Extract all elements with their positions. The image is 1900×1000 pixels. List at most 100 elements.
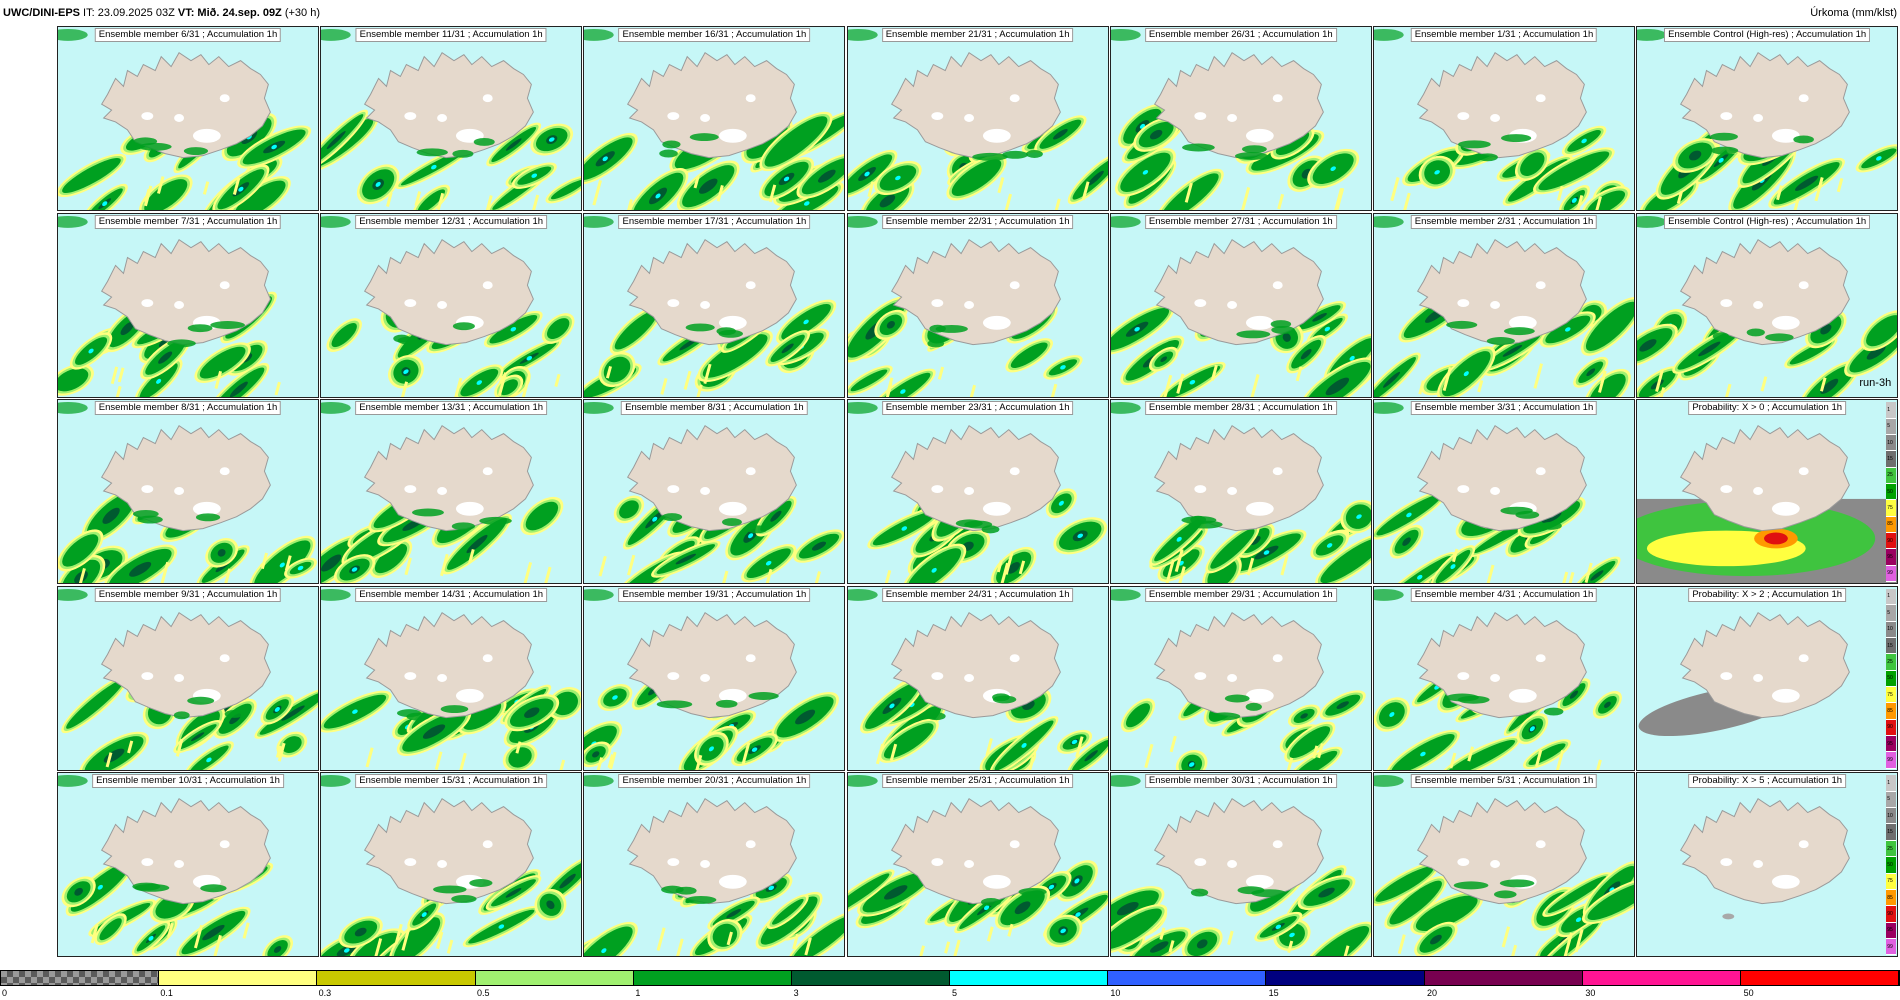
map-panel: Ensemble member 15/31 ; Accumulation 1h — [320, 772, 583, 958]
iceland-landmass — [1680, 425, 1851, 532]
probability-scale-step: 5 — [1886, 791, 1897, 809]
legend-label: 20 — [1427, 988, 1438, 998]
legend-label: 0.3 — [318, 988, 332, 998]
probability-scale-label: 50 — [1887, 861, 1893, 868]
legend-label: 3 — [793, 988, 799, 998]
panel-title: Probability: X > 5 ; Accumulation 1h — [1688, 774, 1847, 789]
precipitation-map — [1637, 27, 1898, 210]
precipitation-map — [847, 213, 1108, 397]
panel-title: Ensemble member 3/31 ; Accumulation 1h — [1410, 401, 1598, 416]
panel-title: Ensemble member 10/31 ; Accumulation 1h — [92, 774, 284, 789]
panel-title: Ensemble member 7/31 ; Accumulation 1h — [94, 214, 282, 229]
iceland-landmass — [1153, 52, 1324, 159]
probability-scale-step: 1 — [1886, 588, 1897, 606]
legend-below-threshold-swatch — [1, 971, 160, 985]
panel-title: Ensemble member 16/31 ; Accumulation 1h — [618, 28, 811, 42]
map-panel: Ensemble member 2/31 ; Accumulation 1h — [1373, 212, 1635, 398]
panel-title: Ensemble member 11/31 ; Accumulation 1h — [355, 28, 547, 42]
panel-title: Ensemble member 8/31 ; Accumulation 1h — [94, 401, 282, 416]
probability-scale-step: 75 — [1886, 500, 1897, 517]
precipitation-map — [321, 773, 582, 957]
probability-scale-label: 99 — [1887, 757, 1893, 764]
precipitation-map — [584, 27, 845, 210]
probability-scale-label: 5 — [1887, 423, 1890, 430]
probability-scale-step: 15 — [1886, 451, 1897, 468]
map-panel: Ensemble Control (High-res) ; Accumulati… — [1636, 212, 1899, 398]
legend-swatch — [1108, 971, 1267, 985]
panel-title: Ensemble member 28/31 ; Accumulation 1h — [1144, 401, 1337, 416]
precipitation-map — [847, 27, 1108, 210]
panel-grid: Ensemble member 6/31 ; Accumulation 1h En… — [57, 26, 1900, 960]
precipitation-map — [321, 586, 582, 770]
probability-scale: 1 5 10 15 25 50 75 85 90 95 99 — [1886, 402, 1897, 583]
precipitation-map — [58, 586, 318, 770]
precipitation-map — [1110, 400, 1371, 584]
precipitation-map — [1374, 586, 1634, 770]
probability-scale-label: 85 — [1887, 707, 1893, 714]
probability-scale-label: 75 — [1887, 878, 1893, 885]
panel-title: Ensemble member 8/31 ; Accumulation 1h — [621, 401, 808, 416]
map-panel: Ensemble member 10/31 ; Accumulation 1h — [57, 772, 319, 958]
precipitation-map — [1374, 27, 1634, 210]
iceland-landmass — [627, 52, 798, 159]
valid-time: VT: Mið. 24.sep. 09Z — [177, 7, 282, 19]
iceland-landmass — [364, 425, 535, 532]
probability-scale-step: 1 — [1886, 402, 1897, 419]
model-name: UWC/DINI-EPS — [3, 7, 80, 19]
map-panel: Ensemble member 5/31 ; Accumulation 1h — [1373, 772, 1635, 958]
probability-scale-step: 10 — [1886, 434, 1897, 452]
panel-title: Ensemble member 26/31 ; Accumulation 1h — [1144, 28, 1337, 42]
map-panel: Ensemble member 22/31 ; Accumulation 1h — [846, 212, 1109, 398]
map-panel: Ensemble member 3/31 ; Accumulation 1h — [1373, 399, 1635, 585]
map-panel: Ensemble member 7/31 ; Accumulation 1h — [57, 212, 319, 398]
map-panel: Ensemble member 13/31 ; Accumulation 1h — [320, 399, 583, 585]
probability-scale-step: 25 — [1886, 840, 1897, 858]
precipitation-legend: 0 0.1 0.3 0.5 1 3 5 10 15 20 30 50 — [0, 970, 1900, 1000]
precipitation-map — [1637, 400, 1898, 584]
map-panel: Ensemble member 21/31 ; Accumulation 1h — [846, 26, 1109, 211]
probability-scale-step: 99 — [1886, 565, 1897, 583]
map-panel: Probability: X > 0 ; Accumulation 1h 1 5 10… — [1636, 399, 1899, 585]
legend-swatch — [475, 971, 634, 985]
panel-title: Ensemble member 1/31 ; Accumulation 1h — [1410, 28, 1598, 42]
probability-scale-label: 25 — [1887, 658, 1893, 665]
panel-title: Ensemble member 9/31 ; Accumulation 1h — [94, 587, 282, 602]
iceland-landmass — [890, 52, 1061, 159]
panel-title: Ensemble member 29/31 ; Accumulation 1h — [1144, 587, 1337, 602]
probability-scale-label: 10 — [1887, 626, 1893, 633]
legend-label: 15 — [1268, 988, 1279, 998]
precipitation-map — [847, 400, 1108, 584]
probability-scale-label: 99 — [1887, 570, 1893, 577]
panel-title: Ensemble member 21/31 ; Accumulation 1h — [881, 28, 1074, 42]
iceland-landmass — [890, 798, 1061, 905]
map-panel: Ensemble Control (High-res) ; Accumulati… — [1636, 26, 1899, 211]
probability-scale-label: 90 — [1887, 724, 1893, 731]
legend-label: 50 — [1743, 988, 1754, 998]
header: UWC/DINI-EPS IT: 23.09.2025 03Z VT: Mið.… — [0, 0, 1900, 26]
map-panel: Ensemble member 8/31 ; Accumulation 1h — [583, 399, 846, 585]
probability-scale-step: 5 — [1886, 418, 1897, 435]
probability-scale-step: 95 — [1886, 736, 1897, 753]
run-offset-note: run-3h — [1859, 376, 1892, 389]
probability-scale-label: 75 — [1887, 691, 1893, 698]
probability-scale-step: 15 — [1886, 824, 1897, 841]
probability-scale-label: 50 — [1887, 488, 1893, 495]
panel-title: Ensemble member 17/31 ; Accumulation 1h — [618, 214, 811, 229]
iceland-landmass — [1416, 798, 1587, 905]
panel-title: Probability: X > 2 ; Accumulation 1h — [1688, 587, 1847, 602]
map-panel: Ensemble member 9/31 ; Accumulation 1h — [57, 585, 319, 771]
precipitation-map — [584, 400, 845, 584]
probability-scale-step: 85 — [1886, 516, 1897, 534]
iceland-landmass — [364, 238, 535, 345]
map-panel: Ensemble member 20/31 ; Accumulation 1h — [583, 772, 846, 958]
precipitation-map — [1637, 773, 1898, 957]
panel-title: Ensemble member 20/31 ; Accumulation 1h — [618, 774, 811, 789]
panel-title: Ensemble Control (High-res) ; Accumulati… — [1664, 214, 1871, 229]
precipitation-map — [321, 213, 582, 397]
variable-title: Úrkoma (mm/klst) — [1810, 7, 1897, 19]
legend-swatch — [633, 971, 792, 985]
probability-scale-step: 75 — [1886, 686, 1897, 704]
iceland-landmass — [1680, 52, 1851, 159]
iceland-landmass — [1153, 425, 1324, 532]
probability-scale-step: 90 — [1886, 906, 1897, 923]
